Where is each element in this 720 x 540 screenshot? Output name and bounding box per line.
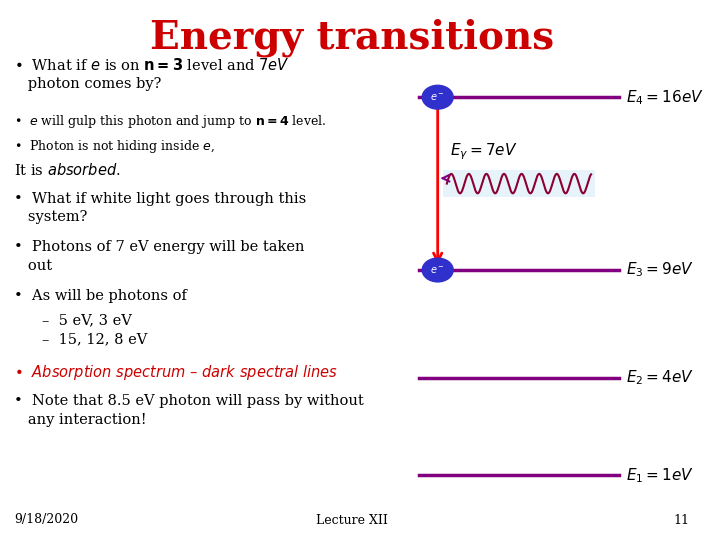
Text: •  $e$ will gulp this photon and jump to $\mathbf{n=4}$ level.: • $e$ will gulp this photon and jump to … — [14, 113, 327, 130]
Text: •  As will be photons of: • As will be photons of — [14, 289, 187, 303]
Text: Energy transitions: Energy transitions — [150, 19, 554, 57]
Text: –  15, 12, 8 eV: – 15, 12, 8 eV — [42, 332, 148, 346]
Text: $E_3 = 9eV$: $E_3 = 9eV$ — [626, 261, 694, 279]
Text: •  Photons of 7 eV energy will be taken
   out: • Photons of 7 eV energy will be taken o… — [14, 240, 305, 273]
Text: •  What if $e$ is on $\mathbf{n=3}$ level and $\mathit{7eV}$
   photon comes by?: • What if $e$ is on $\mathbf{n=3}$ level… — [14, 57, 290, 91]
Text: $E_2 = 4eV$: $E_2 = 4eV$ — [626, 369, 694, 387]
Text: Lecture XII: Lecture XII — [316, 514, 388, 526]
Text: $E_{\gamma} = 7eV$: $E_{\gamma} = 7eV$ — [450, 141, 518, 161]
Text: $E_4 = 16eV$: $E_4 = 16eV$ — [626, 88, 704, 106]
Text: 11: 11 — [674, 514, 690, 526]
Text: It is $\mathit{absorbed}$.: It is $\mathit{absorbed}$. — [14, 162, 121, 178]
Text: 9/18/2020: 9/18/2020 — [14, 514, 78, 526]
Text: •  Note that 8.5 eV photon will pass by without
   any interaction!: • Note that 8.5 eV photon will pass by w… — [14, 394, 364, 427]
FancyBboxPatch shape — [444, 170, 595, 197]
Text: •  What if white light goes through this
   system?: • What if white light goes through this … — [14, 192, 306, 224]
Text: •  $\mathit{Absorption\ spectrum}$ – $\mathit{dark\ spectral\ lines}$: • $\mathit{Absorption\ spectrum}$ – $\ma… — [14, 363, 338, 382]
Text: $e^-$: $e^-$ — [431, 265, 445, 275]
Circle shape — [422, 85, 453, 109]
Text: $e^-$: $e^-$ — [431, 92, 445, 103]
Text: $E_1 = 1eV$: $E_1 = 1eV$ — [626, 466, 694, 484]
Text: •  Photon is not hiding inside $e$,: • Photon is not hiding inside $e$, — [14, 138, 215, 154]
Text: –  5 eV, 3 eV: – 5 eV, 3 eV — [42, 313, 132, 327]
Circle shape — [422, 258, 453, 282]
